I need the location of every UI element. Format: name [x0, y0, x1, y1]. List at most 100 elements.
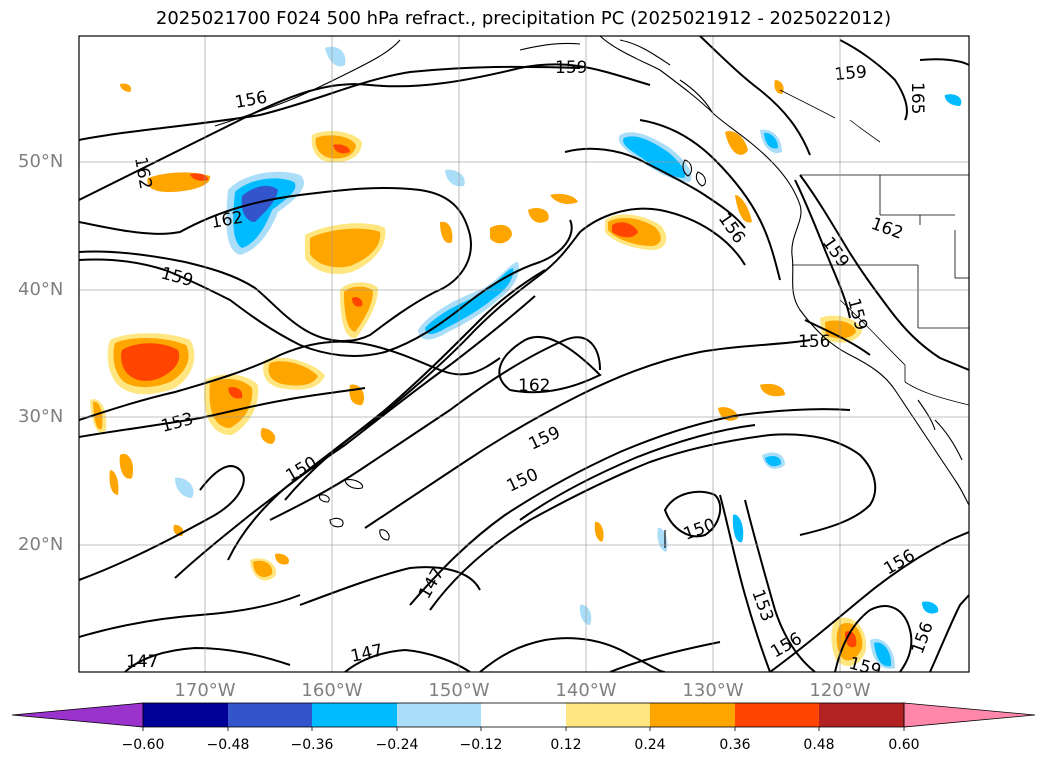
contour-label: 147: [349, 641, 385, 667]
precip-patch: [550, 193, 578, 204]
contour-line: [79, 340, 501, 421]
precip-patch: [325, 46, 346, 67]
contour-label: 159: [555, 58, 587, 78]
precip-patch: [944, 94, 962, 106]
lat-label: 30°N: [18, 406, 64, 427]
refractivity-contours: [79, 36, 969, 672]
contour-line: [719, 494, 771, 672]
precip-patch: [623, 136, 686, 178]
contour-line: [929, 594, 969, 672]
colorbar-tick-label: 0.24: [634, 737, 666, 753]
precip-patch: [344, 286, 373, 332]
colorbar-segment: [650, 703, 735, 727]
precip-patch: [440, 221, 453, 244]
contour-label: 159: [526, 423, 564, 455]
contour-label: 162: [518, 376, 550, 396]
contour-label: 147: [415, 564, 449, 602]
contour-label: 159: [834, 62, 868, 85]
precip-patch: [310, 228, 381, 268]
colorbar-segment: [735, 703, 819, 727]
colorbar-tick-label: −0.24: [375, 737, 419, 753]
contour-line: [79, 594, 301, 638]
contour-line: [429, 433, 877, 611]
precip-patch: [93, 401, 103, 430]
lon-label: 150°W: [428, 680, 490, 701]
contour-line: [79, 63, 651, 201]
precip-patch: [764, 132, 778, 149]
precip-patch: [579, 604, 592, 625]
contour-line: [199, 387, 366, 419]
contour-line: [79, 186, 472, 342]
contour-line: [744, 499, 816, 672]
colorbar-tick-label: 0.60: [888, 737, 920, 753]
contour-line: [344, 648, 471, 672]
contour-line: [79, 465, 245, 581]
contour-line: [364, 339, 811, 529]
colorbar-tick-label: 0.36: [719, 737, 751, 753]
colorbar-tick-label: −0.12: [459, 737, 503, 753]
colorbar-extend-right: [903, 702, 1036, 728]
contour-line: [804, 319, 871, 356]
colorbar-segment: [143, 703, 228, 727]
precip-patch: [175, 477, 194, 498]
precip-patch: [333, 144, 350, 154]
coastline: [214, 36, 969, 548]
precip-patch: [275, 553, 289, 565]
colorbar-segment: [312, 703, 397, 727]
contour-line: [284, 207, 746, 501]
precip-patch: [241, 185, 278, 222]
map-title: 2025021700 F024 500 hPa refract., precip…: [155, 8, 892, 29]
colorbar-segment: [228, 703, 312, 727]
contour-line: [519, 424, 756, 521]
contour-line: [639, 119, 781, 281]
contour-label: 159: [818, 233, 853, 271]
lat-label: 20°N: [18, 534, 64, 555]
contour-label: 165: [907, 82, 927, 114]
precip-patch: [253, 560, 273, 578]
precip-patch: [268, 361, 318, 386]
gridlines: [79, 36, 969, 672]
contour-line: [919, 58, 969, 66]
colorbar: [11, 702, 1036, 731]
colorbar-extend-left: [11, 702, 144, 728]
precip-patch: [120, 83, 132, 92]
lon-label: 170°W: [174, 680, 236, 701]
contour-line: [799, 174, 969, 371]
precip-patch: [594, 521, 604, 542]
contour-label: 156: [881, 546, 919, 580]
contour-label: 162: [868, 214, 905, 244]
precip-patch: [732, 514, 744, 543]
precip-patch: [735, 195, 752, 223]
contour-label: 156: [798, 332, 830, 352]
colorbar-tick-label: −0.60: [121, 737, 165, 753]
colorbar-segment: [819, 703, 904, 727]
precip-patch: [352, 297, 363, 307]
contour-line: [269, 336, 601, 521]
precip-patch: [121, 343, 180, 381]
precip-patch: [109, 470, 119, 495]
map-frame: [78, 35, 970, 673]
precip-patch: [119, 453, 134, 479]
colorbar-segment: [481, 703, 566, 727]
contour-line: [769, 531, 969, 672]
contour-label: 147: [126, 652, 158, 672]
precip-patch: [725, 131, 748, 155]
contour-line: [564, 147, 746, 229]
precip-patch: [922, 601, 939, 614]
contour-line: [79, 417, 201, 438]
precip-patch: [528, 208, 549, 223]
lon-label: 120°W: [809, 680, 871, 701]
contour-line: [227, 269, 546, 561]
precip-patch: [260, 428, 276, 444]
colorbar-segment: [566, 703, 650, 727]
precip-patch: [190, 173, 208, 181]
contour-line: [498, 335, 602, 394]
precip-patch: [612, 222, 638, 238]
contour-line: [79, 65, 581, 141]
contour-line: [834, 605, 913, 672]
contour-line: [409, 408, 851, 606]
precip-patch: [874, 642, 892, 667]
contour-line: [299, 566, 481, 606]
precip-patch: [774, 80, 784, 94]
